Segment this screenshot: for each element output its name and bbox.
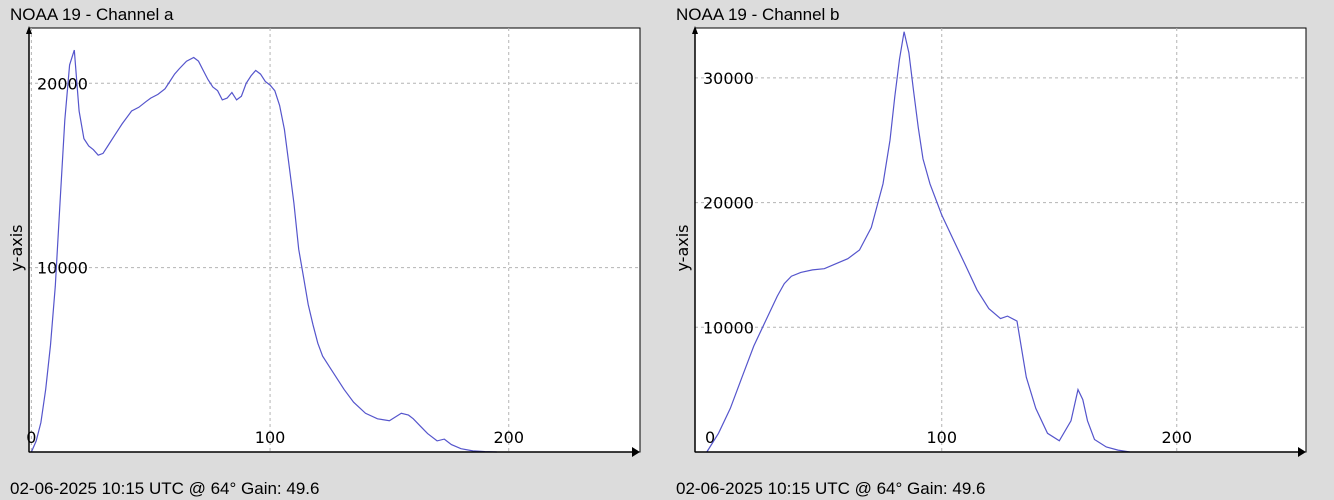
chart-a-y-tick-label: 10000	[37, 259, 88, 278]
chart-a-title: NOAA 19 - Channel a	[10, 5, 174, 24]
chart-a-y-axis-arrow	[26, 26, 32, 34]
chart-b-x-tick-label: 100	[926, 428, 957, 447]
chart-a-plot-area	[28, 27, 641, 453]
chart-b-plot-area	[694, 27, 1307, 453]
chart-a-series-line	[30, 49, 497, 453]
chart-a-y-label: y-axis	[7, 224, 26, 271]
chart-channel-a: NOAA 19 - Channel a 0 100 200 10000 20000 y-…	[7, 5, 641, 498]
chart-b-footer: 02-06-2025 10:15 UTC @ 64° Gain: 49.6	[676, 479, 985, 498]
chart-b-grid	[695, 28, 1306, 452]
chart-a-tick-labels: 0 100 200 10000 20000	[26, 74, 524, 447]
chart-b-y-axis-arrow	[692, 26, 698, 34]
chart-b-title: NOAA 19 - Channel b	[676, 5, 839, 24]
chart-a-x-tick-label: 200	[493, 428, 524, 447]
chart-a-y-tick-label: 20000	[37, 74, 88, 93]
chart-b-x-tick-label: 0	[705, 428, 715, 447]
chart-b-tick-labels: 100 200 10000 20000 30000 0	[703, 69, 1192, 447]
chart-a-x-axis-arrow	[632, 447, 640, 457]
chart-b-x-tick-label: 200	[1161, 428, 1192, 447]
chart-a-grid	[29, 28, 640, 452]
chart-b-y-tick-label: 30000	[703, 69, 754, 88]
chart-a-x-tick-label: 0	[26, 428, 36, 447]
chart-b-y-tick-label: 20000	[703, 194, 754, 213]
chart-a-footer: 02-06-2025 10:15 UTC @ 64° Gain: 49.6	[10, 479, 319, 498]
chart-channel-b: NOAA 19 - Channel b 100 200 10000 20000 3000…	[673, 5, 1307, 498]
chart-b-y-label: y-axis	[673, 224, 692, 271]
chart-b-series-line	[706, 31, 1130, 453]
chart-b-y-tick-label: 10000	[703, 318, 754, 337]
chart-a-x-tick-label: 100	[255, 428, 286, 447]
chart-b-x-axis-arrow	[1298, 447, 1306, 457]
